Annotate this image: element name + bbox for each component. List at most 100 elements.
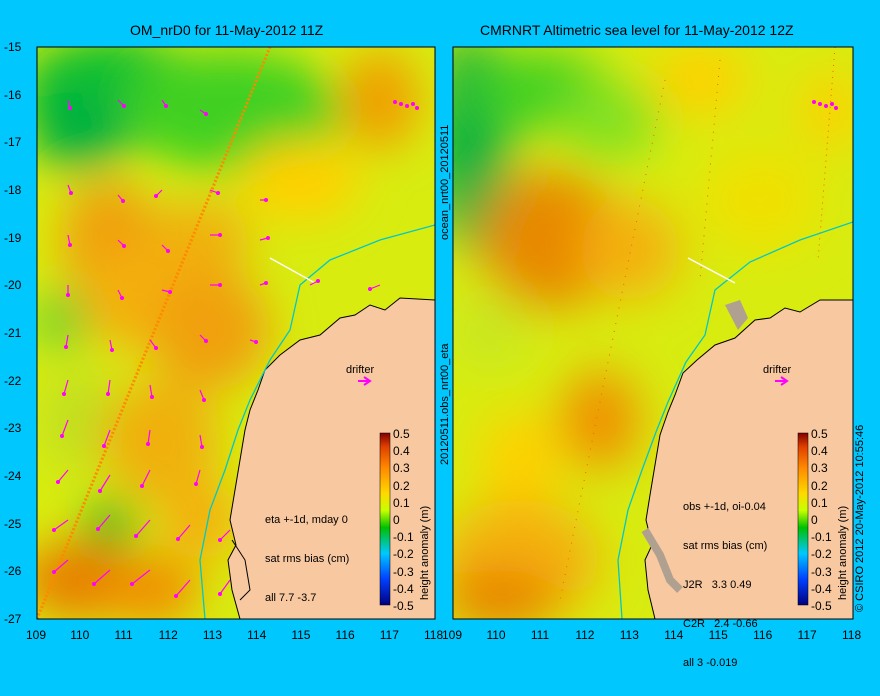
copyright-label: © CSIRO 2012 20-May-2012 10:55:46 <box>854 424 866 612</box>
colorbar-tick-label: 0.2 <box>811 478 828 493</box>
lat-tick-label: -23 <box>4 421 22 436</box>
right-stats: obs +-1d, oi-0.04 sat rms bias (cm) J2R … <box>683 475 767 696</box>
velocity-vector-head <box>121 199 125 203</box>
velocity-vector-head <box>218 233 222 237</box>
velocity-vector-head <box>204 112 208 116</box>
right-stat-line: all 3 -0.019 <box>683 657 738 669</box>
colorbar-tick-label: 0.1 <box>393 495 410 510</box>
lon-tick-label: 116 <box>335 628 355 642</box>
colorbar-tick-label: -0.1 <box>393 530 414 545</box>
lat-tick-label: -22 <box>4 373 22 388</box>
velocity-vector-head <box>264 281 268 285</box>
velocity-vector-head <box>202 398 206 402</box>
velocity-vector-head <box>194 482 198 486</box>
left-stat-line: all 7.7 -3.7 <box>265 592 317 604</box>
lon-tick-label: 113 <box>619 628 639 642</box>
velocity-vector-head <box>60 434 64 438</box>
velocity-vector-head <box>218 538 222 542</box>
colorbar-tick-label: -0.3 <box>393 564 414 579</box>
drifter-point <box>399 102 403 106</box>
lon-tick-label: 113 <box>202 628 223 642</box>
velocity-vector-head <box>264 198 268 202</box>
velocity-vector-head <box>56 480 60 484</box>
map-panels <box>36 46 854 620</box>
colorbar-tick-label: 0.5 <box>393 427 410 441</box>
lon-tick-label: 112 <box>575 628 595 642</box>
velocity-vector-head <box>62 392 66 396</box>
lat-tick-label: -21 <box>4 326 22 340</box>
lon-tick-label: 109 <box>26 628 47 642</box>
middle-bottom-label: 20120511.obs_nrt00_eta <box>439 343 451 465</box>
velocity-vector <box>53 559 69 573</box>
lon-tick-label: 109 <box>442 628 463 642</box>
right-panel-title: CMRNRT Altimetric sea level for 11-May-2… <box>480 22 794 38</box>
colorbar-tick-label: -0.1 <box>811 530 832 545</box>
velocity-vector-head <box>216 191 220 195</box>
drifter-point <box>405 104 409 108</box>
velocity-vector-head <box>168 290 172 294</box>
middle-top-label: ocean_nrt00_20120511 <box>439 124 451 240</box>
lon-tick-label: 115 <box>708 628 728 642</box>
velocity-vector-head <box>120 296 124 300</box>
velocity-vector-head <box>154 194 158 198</box>
velocity-vector <box>131 569 151 585</box>
lon-tick-label: 112 <box>158 628 178 642</box>
velocity-vector-head <box>122 104 126 108</box>
lon-tick-label: 114 <box>664 628 684 642</box>
drifter-point <box>393 100 397 104</box>
velocity-vector <box>195 469 201 485</box>
velocity-vector <box>219 529 231 541</box>
right-stat-line: J2R 3.3 0.49 <box>683 579 752 591</box>
left-stat-line: sat rms bias (cm) <box>265 553 350 565</box>
velocity-vector-head <box>218 592 222 596</box>
colorbar-tick-label: -0.2 <box>393 547 414 562</box>
left-colorbar <box>379 432 391 606</box>
drifter-point <box>415 106 419 110</box>
velocity-vector-head <box>64 345 68 349</box>
velocity-vector <box>99 474 111 492</box>
velocity-vector <box>53 519 69 531</box>
right-stat-line: C2R 2.4 -0.66 <box>683 618 758 630</box>
lat-tick-label: -18 <box>4 183 22 197</box>
velocity-vector-head <box>130 582 134 586</box>
lon-tick-label: 110 <box>70 628 90 642</box>
velocity-vector-head <box>266 236 270 240</box>
velocity-vector-head <box>69 191 73 195</box>
right-drifter-marker <box>775 376 789 386</box>
lon-tick-label: 111 <box>114 628 133 642</box>
velocity-vector <box>141 469 151 487</box>
right-stat-line: sat rms bias (cm) <box>683 540 768 552</box>
lat-tick-label: -27 <box>4 612 22 626</box>
velocity-vector-head <box>368 287 372 291</box>
left-panel-title: OM_nrD0 for 11-May-2012 11Z <box>130 22 324 38</box>
left-stat-line: eta +-1d, mday 0 <box>265 514 348 526</box>
velocity-vector <box>103 429 111 447</box>
lon-tick-label: 118 <box>842 628 862 642</box>
velocity-vector-head <box>110 348 114 352</box>
lat-tick-label: -15 <box>4 40 22 54</box>
left-height-field <box>37 47 435 619</box>
velocity-vector-head <box>68 106 72 110</box>
velocity-vector-head <box>154 346 158 350</box>
left-stats: eta +-1d, mday 0 sat rms bias (cm) all 7… <box>265 488 349 631</box>
velocity-vector <box>57 469 69 483</box>
velocity-vector <box>175 579 191 597</box>
lon-tick-label: 114 <box>247 628 267 642</box>
velocity-vector-head <box>122 244 126 248</box>
left-velocity-vectors <box>52 99 419 598</box>
colorbar-tick-label: -0.5 <box>811 599 832 613</box>
right-stat-line: obs +-1d, oi-0.04 <box>683 501 766 513</box>
lat-tick-label: -26 <box>4 564 22 579</box>
left-colorbar-label: height anomaly (m) <box>419 505 431 600</box>
colorbar-tick-label: 0.4 <box>393 444 410 459</box>
colorbar-tick-label: 0.5 <box>811 427 828 441</box>
velocity-vector-head <box>218 283 222 287</box>
lon-tick-label: 116 <box>753 628 773 642</box>
velocity-vector-head <box>254 340 258 344</box>
lat-tick-label: -25 <box>4 516 22 531</box>
velocity-vector-head <box>92 582 96 586</box>
left-drifter-marker <box>358 376 372 386</box>
colorbar-tick-label: -0.2 <box>811 547 832 562</box>
left-drifter-label: drifter <box>346 364 375 376</box>
velocity-vector-head <box>134 534 138 538</box>
